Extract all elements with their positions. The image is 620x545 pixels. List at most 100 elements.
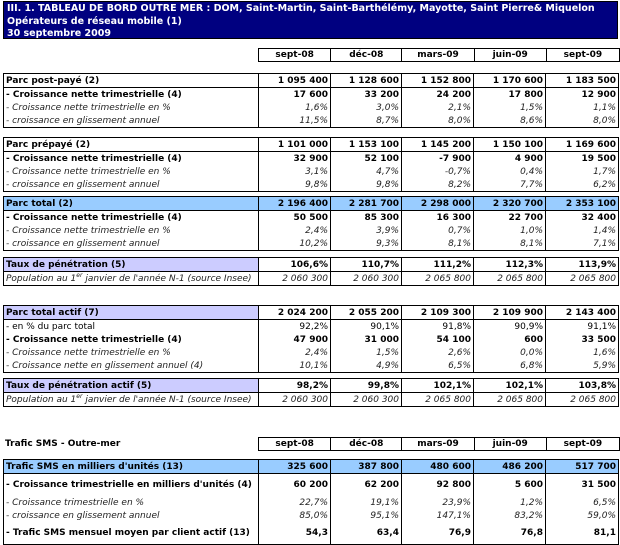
row-label-text: Parc prépayé (2) bbox=[6, 139, 91, 150]
value-cell: 32 400 bbox=[545, 210, 619, 224]
value-cell: 50 500 bbox=[258, 210, 331, 224]
row-label: Trafic SMS en milliers d'unités (13) bbox=[3, 459, 259, 474]
period-header-cell: sept-09 bbox=[545, 437, 620, 451]
value-cell: 92 800 bbox=[401, 473, 474, 496]
data-table-5: Taux de pénétration actif (5) 98,2% 99,8% 1… bbox=[3, 378, 619, 407]
table-row: - Croissance nette trimestrielle (4) 50 5… bbox=[3, 210, 619, 224]
value-cell: 99,8% bbox=[330, 378, 402, 393]
value-cell: 2 281 700 bbox=[330, 196, 402, 211]
table-row: - en % du parc total 92,2% 90,1% 91,8% 90,9%… bbox=[3, 319, 619, 333]
value-cell: 6,5% bbox=[545, 496, 619, 509]
value-cell: 10,1% bbox=[258, 359, 331, 373]
value-cell: 62 200 bbox=[330, 473, 402, 496]
value-cell: 102,1% bbox=[401, 378, 474, 393]
value-cell: 8,0% bbox=[545, 114, 619, 128]
data-table-1: Parc prépayé (2) 1 101 000 1 153 100 1 145 … bbox=[3, 137, 619, 192]
value-cell: 24 200 bbox=[401, 87, 474, 101]
value-cell: 19,1% bbox=[330, 496, 402, 509]
value-cell: 0,0% bbox=[473, 346, 546, 359]
value-cell: 106,6% bbox=[258, 257, 331, 272]
value-cell: 1,6% bbox=[258, 101, 331, 114]
row-label-text: - en % du parc total bbox=[6, 321, 96, 332]
title-line-1: III. 1. TABLEAU DE BORD OUTRE MER : DOM,… bbox=[7, 3, 595, 14]
row-label: - croissance en glissement annuel bbox=[3, 114, 259, 128]
value-cell: 52 100 bbox=[330, 151, 402, 165]
table-row: - Croissance nette trimestrielle (4) 32 9… bbox=[3, 151, 619, 165]
row-label: Parc prépayé (2) bbox=[3, 137, 259, 152]
value-cell: 110,7% bbox=[330, 257, 402, 272]
value-cell: 2 320 700 bbox=[473, 196, 546, 211]
value-cell: 517 700 bbox=[545, 459, 619, 474]
report-title: III. 1. TABLEAU DE BORD OUTRE MER : DOM,… bbox=[3, 1, 618, 39]
value-cell: 1,4% bbox=[545, 224, 619, 237]
row-label: - Croissance nette trimestrielle (4) bbox=[3, 210, 259, 224]
value-cell: 63,4 bbox=[330, 522, 402, 545]
period-header-cell: juin-09 bbox=[473, 48, 547, 62]
value-cell: 1,0% bbox=[473, 224, 546, 237]
table-row: Population au 1er janvier de l'année N-1… bbox=[3, 392, 619, 407]
row-label-text: - croissance en glissement annuel bbox=[6, 179, 160, 190]
table-row: - Croissance nette trimestrielle en % 2,4… bbox=[3, 224, 619, 237]
table-row: - Croissance nette trimestrielle (4) 17 6… bbox=[3, 87, 619, 101]
value-cell: 23,9% bbox=[401, 496, 474, 509]
period-header-cell: mars-09 bbox=[401, 437, 475, 451]
value-cell: 54,3 bbox=[258, 522, 331, 545]
value-cell: 33 200 bbox=[330, 87, 402, 101]
row-label-text: Parc total (2) bbox=[6, 198, 73, 209]
value-cell: 1,7% bbox=[545, 165, 619, 178]
value-cell: 9,3% bbox=[330, 237, 402, 251]
value-cell: 6,5% bbox=[401, 359, 474, 373]
value-cell: 1 095 400 bbox=[258, 73, 331, 88]
value-cell: 2 298 000 bbox=[401, 196, 474, 211]
row-label-text: - croissance en glissement annuel bbox=[6, 115, 160, 126]
value-cell: 1 152 800 bbox=[401, 73, 474, 88]
value-cell: 6,2% bbox=[545, 178, 619, 192]
row-label: - Croissance nette trimestrielle (4) bbox=[3, 151, 259, 165]
value-cell: 2 065 800 bbox=[473, 392, 546, 407]
value-cell: 102,1% bbox=[473, 378, 546, 393]
row-label: Parc total (2) bbox=[3, 196, 259, 211]
value-cell: 600 bbox=[473, 333, 546, 346]
row-label: - Croissance nette trimestrielle (4) bbox=[3, 333, 259, 346]
value-cell: 2 109 300 bbox=[401, 305, 474, 320]
title-line-2: Opérateurs de réseau mobile (1) bbox=[7, 15, 182, 27]
period-header-cell: sept-08 bbox=[257, 437, 332, 451]
value-cell: 33 500 bbox=[545, 333, 619, 346]
row-label-text: - Croissance nette trimestrielle (4) bbox=[6, 334, 182, 345]
table-header-row: Parc total (2) 2 196 400 2 281 700 2 298 00… bbox=[3, 196, 619, 211]
superscript: er bbox=[76, 392, 83, 400]
row-label: - Croissance nette trimestrielle en % bbox=[3, 165, 259, 178]
value-cell: 2 109 900 bbox=[473, 305, 546, 320]
row-label: Population au 1er janvier de l'année N-1… bbox=[3, 271, 259, 286]
value-cell: 90,1% bbox=[330, 319, 402, 333]
data-table-0: Parc post-payé (2) 1 095 400 1 128 600 1 15… bbox=[3, 73, 619, 128]
row-label-text: - Croissance nette trimestrielle (4) bbox=[6, 89, 182, 100]
value-cell: 1,2% bbox=[473, 496, 546, 509]
value-cell: 4,9% bbox=[330, 359, 402, 373]
row-label-text: Population au 1 bbox=[6, 394, 77, 405]
value-cell: 76,9 bbox=[401, 522, 474, 545]
table-row: - croissance en glissement annuel 85,0% 95… bbox=[3, 509, 619, 522]
row-label-text: - Croissance nette trimestrielle en % bbox=[6, 166, 171, 177]
period-header-cell: mars-09 bbox=[401, 48, 475, 62]
value-cell: 7,1% bbox=[545, 237, 619, 251]
value-cell: 5,9% bbox=[545, 359, 619, 373]
value-cell: 1,6% bbox=[545, 346, 619, 359]
table-header-row: Taux de pénétration actif (5) 98,2% 99,8% 1… bbox=[3, 378, 619, 393]
row-label: - Croissance trimestrielle en % bbox=[3, 496, 259, 509]
value-cell: 22 700 bbox=[473, 210, 546, 224]
value-cell: 8,6% bbox=[473, 114, 546, 128]
value-cell: 16 300 bbox=[401, 210, 474, 224]
row-label: - croissance en glissement annuel bbox=[3, 178, 259, 192]
value-cell: 2 196 400 bbox=[258, 196, 331, 211]
row-label-text: - croissance en glissement annuel bbox=[6, 238, 160, 249]
value-cell: 1 101 000 bbox=[258, 137, 331, 152]
value-cell: 85,0% bbox=[258, 509, 331, 522]
value-cell: 90,9% bbox=[473, 319, 546, 333]
value-cell: 2 055 200 bbox=[330, 305, 402, 320]
table-row: - Trafic SMS mensuel moyen par client ac… bbox=[3, 522, 619, 545]
value-cell: 2 060 300 bbox=[258, 271, 331, 286]
value-cell: 6,8% bbox=[473, 359, 546, 373]
value-cell: 1 150 100 bbox=[473, 137, 546, 152]
row-label-text: - Croissance nette trimestrielle en % bbox=[6, 347, 171, 358]
